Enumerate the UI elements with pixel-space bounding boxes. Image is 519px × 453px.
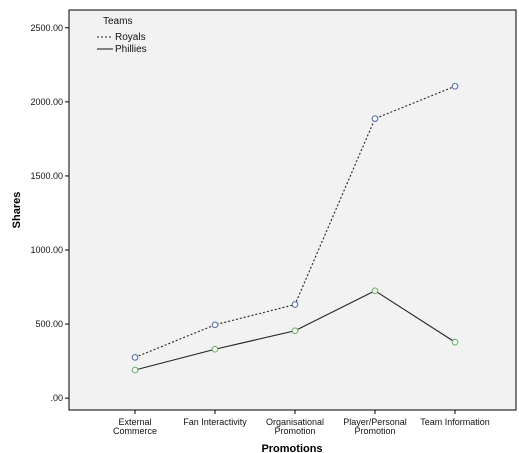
y-axis: .00 500.00 1000.00 1500.00 2000.00 2500.00 xyxy=(30,23,69,403)
legend-label-phillies: Phillies xyxy=(115,44,147,55)
data-point-phillies xyxy=(212,346,218,352)
x-tick-label: External Commerce xyxy=(113,417,157,436)
x-tick-label: Fan Interactivity xyxy=(183,417,247,427)
x-axis: External Commerce Fan Interactivity Organis… xyxy=(113,410,490,436)
data-point-royals xyxy=(292,302,298,308)
legend-title: Teams xyxy=(103,16,132,27)
y-tick-label: 2500.00 xyxy=(30,23,63,33)
x-tick-label: Team Information xyxy=(420,417,490,427)
data-point-royals xyxy=(372,116,378,122)
y-tick-label: 1500.00 xyxy=(30,171,63,181)
y-tick-label: 2000.00 xyxy=(30,97,63,107)
data-point-royals xyxy=(212,322,218,328)
y-tick-label: 1000.00 xyxy=(30,245,63,255)
x-tick-label: Organisational Promotion xyxy=(266,417,324,436)
data-point-phillies xyxy=(372,288,378,294)
data-point-phillies xyxy=(452,339,458,345)
data-point-royals xyxy=(132,355,138,361)
y-tick-label: .00 xyxy=(50,393,63,403)
data-point-phillies xyxy=(132,367,138,373)
plot-area xyxy=(69,10,516,410)
data-point-phillies xyxy=(292,328,298,334)
data-point-royals xyxy=(452,83,458,89)
y-axis-title: Shares xyxy=(11,192,23,229)
x-tick-label: Player/Personal Promotion xyxy=(343,417,407,436)
legend-label-royals: Royals xyxy=(115,32,146,43)
y-tick-label: 500.00 xyxy=(35,319,63,329)
x-axis-title: Promotions xyxy=(261,443,322,453)
